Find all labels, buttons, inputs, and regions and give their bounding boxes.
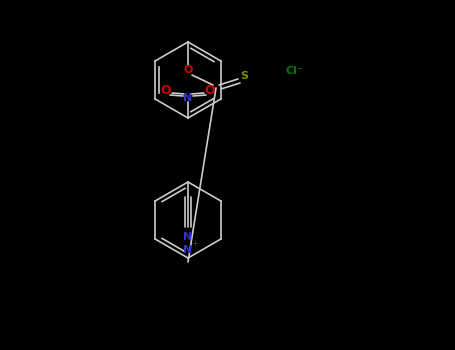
Text: N: N <box>183 93 192 103</box>
Text: N: N <box>183 232 192 242</box>
Text: O: O <box>205 84 215 97</box>
Text: S: S <box>240 71 248 81</box>
Text: N: N <box>183 245 192 255</box>
Text: O: O <box>161 84 172 97</box>
Text: Cl⁻: Cl⁻ <box>285 66 303 76</box>
Text: +: + <box>192 239 198 248</box>
Text: O: O <box>183 65 192 75</box>
